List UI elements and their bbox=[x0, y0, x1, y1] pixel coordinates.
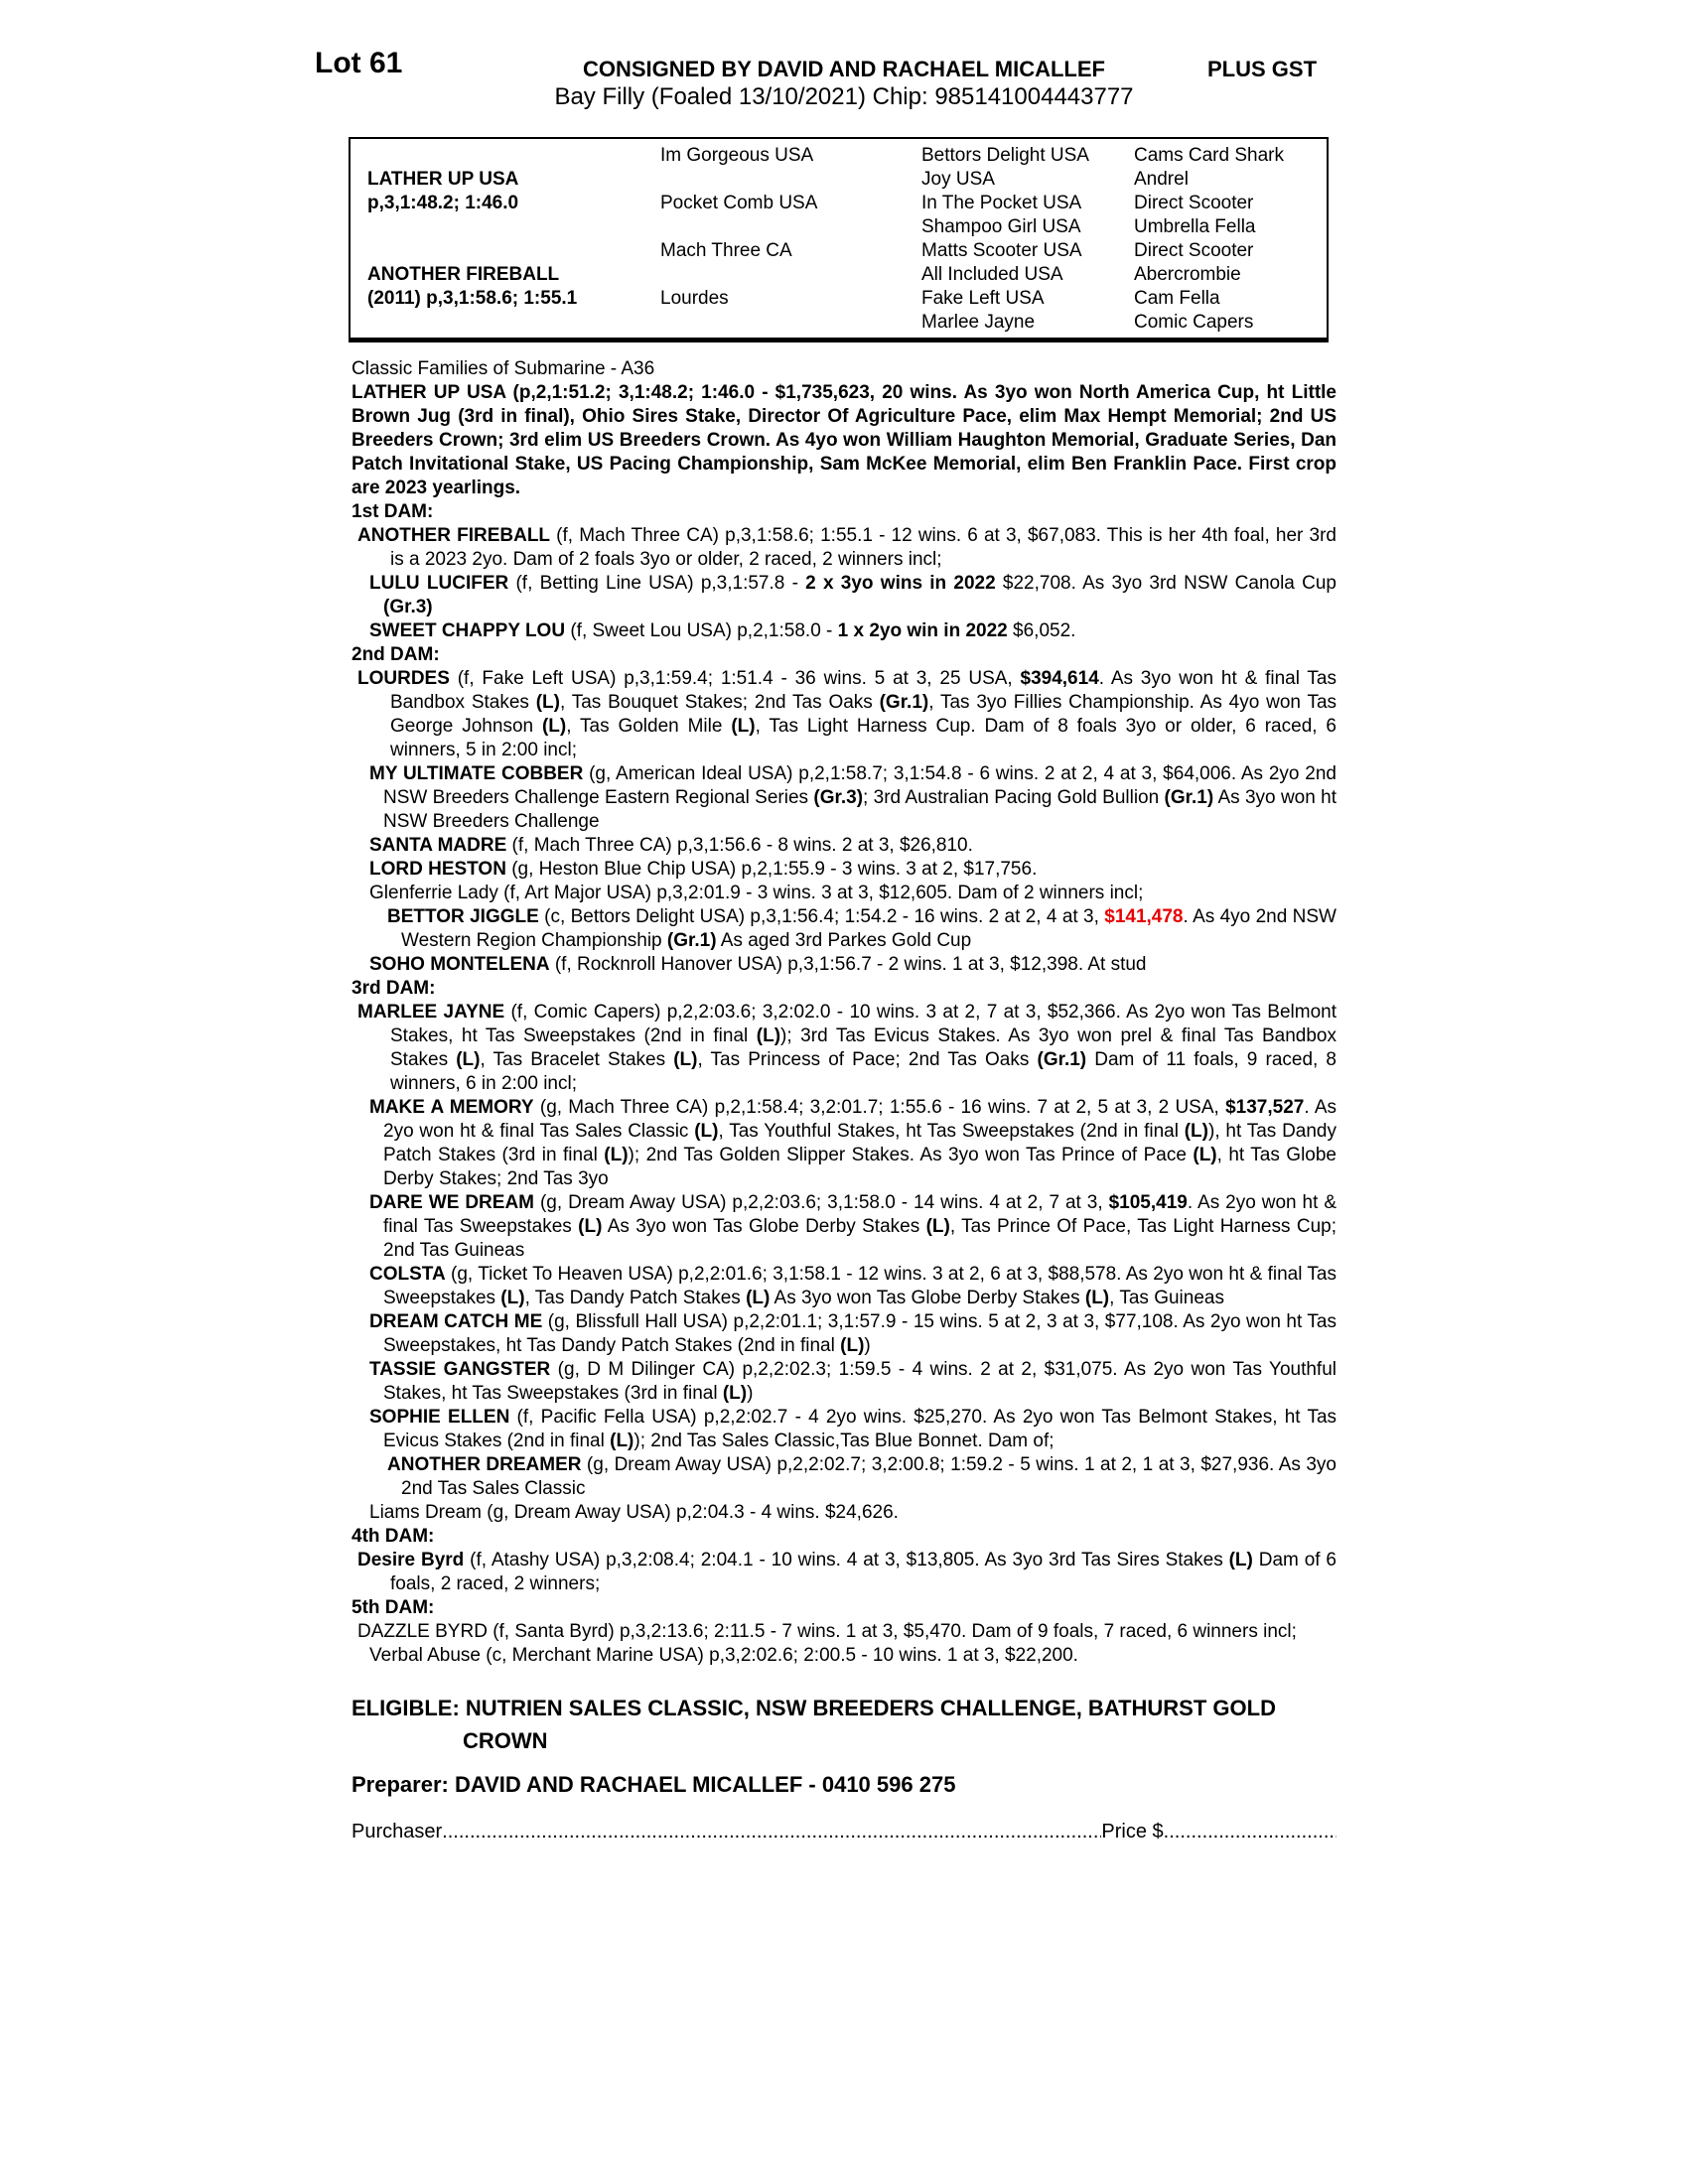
pedigree-cell: Comic Capers bbox=[1134, 312, 1254, 333]
pedigree-cell: p,3,1:48.2; 1:46.0 bbox=[367, 193, 519, 213]
pedigree-cell bbox=[660, 311, 921, 335]
dam-entry: DREAM CATCH ME (g, Blissfull Hall USA) p… bbox=[369, 1311, 1336, 1356]
dam-entry: Desire Byrd (f, Atashy USA) p,3,2:08.4; … bbox=[357, 1550, 1336, 1594]
pedigree-cell bbox=[660, 263, 921, 287]
pedigree-cell: In The Pocket USA bbox=[921, 193, 1082, 213]
dam-entry: COLSTA (g, Ticket To Heaven USA) p,2,2:0… bbox=[369, 1264, 1336, 1308]
lot-number: Lot 61 bbox=[315, 47, 403, 79]
dam-entry: ANOTHER DREAMER (g, Dream Away USA) p,2,… bbox=[387, 1454, 1336, 1499]
pedigree-cell: Cams Card Shark bbox=[1134, 145, 1284, 166]
dam-entry: TASSIE GANGSTER (g, D M Dilinger CA) p,2… bbox=[369, 1359, 1336, 1404]
classic-families-line: Classic Families of Submarine - A36 bbox=[352, 358, 655, 379]
pedigree-cell: Bettors Delight USA bbox=[921, 145, 1089, 166]
dam-entry: MAKE A MEMORY (g, Mach Three CA) p,2,1:5… bbox=[369, 1097, 1336, 1189]
consigned-heading: CONSIGNED BY DAVID AND RACHAEL MICALLEF bbox=[583, 57, 1105, 81]
pedigree-cell: Direct Scooter bbox=[1134, 240, 1254, 261]
pedigree-table: Im Gorgeous USA Bettors Delight USA Cams C… bbox=[351, 139, 1327, 335]
dotted-leader: ........................................… bbox=[442, 1821, 1101, 1843]
purchaser-label: Purchaser bbox=[352, 1821, 443, 1843]
pedigree-cell: Direct Scooter bbox=[1134, 193, 1254, 213]
pedigree-cell: Abercrombie bbox=[1134, 264, 1241, 285]
section-heading-4th-dam: 4th DAM: bbox=[352, 1526, 435, 1547]
pedigree-box: Im Gorgeous USA Bettors Delight USA Cams C… bbox=[349, 137, 1329, 342]
pedigree-cell: Cam Fella bbox=[1134, 288, 1220, 309]
pedigree-cell: Mach Three CA bbox=[660, 240, 792, 261]
pedigree-cell: All Included USA bbox=[921, 264, 1063, 285]
section-heading-5th-dam: 5th DAM: bbox=[352, 1597, 435, 1618]
pedigree-cell: Lourdes bbox=[660, 288, 729, 309]
dam-entry: Liams Dream (g, Dream Away USA) p,2:04.3… bbox=[369, 1502, 899, 1523]
dam-entry: SOHO MONTELENA (f, Rocknroll Hanover USA… bbox=[369, 954, 1147, 975]
sire-summary-paragraph: LATHER UP USA (p,2,1:51.2; 3,1:48.2; 1:4… bbox=[352, 382, 1336, 498]
plus-gst-label: PLUS GST bbox=[1207, 57, 1318, 81]
preparer-line: Preparer: DAVID AND RACHAEL MICALLEF - 0… bbox=[352, 1772, 956, 1797]
price-label: Price $ bbox=[1101, 1821, 1164, 1843]
eligible-note: ELIGIBLE: NUTRIEN SALES CLASSIC, NSW BRE… bbox=[352, 1696, 1276, 1753]
pedigree-cell bbox=[351, 144, 660, 168]
pedigree-cell bbox=[351, 239, 660, 263]
pedigree-cell: Marlee Jayne bbox=[921, 312, 1036, 333]
dam-entry: BETTOR JIGGLE (c, Bettors Delight USA) p… bbox=[387, 906, 1336, 951]
pedigree-cell: Shampoo Girl USA bbox=[921, 216, 1081, 237]
section-heading-1st-dam: 1st DAM: bbox=[352, 501, 434, 522]
pedigree-cell: (2011) p,3,1:58.6; 1:55.1 bbox=[367, 288, 578, 309]
dam-entry: MY ULTIMATE COBBER (g, American Ideal US… bbox=[369, 763, 1336, 832]
pedigree-cell: Pocket Comb USA bbox=[660, 193, 818, 213]
pedigree-cell: Joy USA bbox=[921, 169, 995, 190]
dotted-leader: ........................................… bbox=[1163, 1821, 1336, 1843]
dam-entry: LORD HESTON (g, Heston Blue Chip USA) p,… bbox=[369, 859, 1038, 880]
dam-entry: ANOTHER FIREBALL (f, Mach Three CA) p,3,… bbox=[357, 525, 1336, 570]
pedigree-cell: LATHER UP USA bbox=[367, 169, 519, 190]
dam-entry: DARE WE DREAM (g, Dream Away USA) p,2,2:… bbox=[369, 1192, 1337, 1261]
pedigree-cell bbox=[660, 215, 921, 239]
dam-entry: LULU LUCIFER (f, Betting Line USA) p,3,1… bbox=[369, 573, 1336, 617]
pedigree-cell: Umbrella Fella bbox=[1134, 216, 1256, 237]
body-text: Classic Families of Submarine - A36 LATHE… bbox=[352, 357, 1336, 1843]
purchaser-line: Purchaser...............................… bbox=[352, 1820, 1336, 1843]
dam-entry: SANTA MADRE (f, Mach Three CA) p,3,1:56.… bbox=[369, 835, 973, 856]
pedigree-cell: Andrel bbox=[1134, 169, 1189, 190]
pedigree-cell bbox=[660, 168, 921, 192]
pedigree-cell bbox=[351, 311, 660, 335]
foal-description: Bay Filly (Foaled 13/10/2021) Chip: 9851… bbox=[554, 83, 1134, 110]
pedigree-cell: Fake Left USA bbox=[921, 288, 1045, 309]
dam-entry: LOURDES (f, Fake Left USA) p,3,1:59.4; 1… bbox=[357, 668, 1337, 760]
pedigree-cell bbox=[351, 215, 660, 239]
dam-entry: Verbal Abuse (c, Merchant Marine USA) p,… bbox=[369, 1645, 1078, 1666]
dam-entry: SWEET CHAPPY LOU (f, Sweet Lou USA) p,2,… bbox=[369, 620, 1076, 641]
section-heading-3rd-dam: 3rd DAM: bbox=[352, 978, 436, 999]
pedigree-cell: Matts Scooter USA bbox=[921, 240, 1082, 261]
pedigree-cell: Im Gorgeous USA bbox=[660, 145, 814, 166]
pedigree-cell: ANOTHER FIREBALL bbox=[367, 264, 560, 285]
dam-entry: SOPHIE ELLEN (f, Pacific Fella USA) p,2,… bbox=[369, 1407, 1337, 1451]
section-heading-2nd-dam: 2nd DAM: bbox=[352, 644, 440, 665]
dam-entry: DAZZLE BYRD (f, Santa Byrd) p,3,2:13.6; … bbox=[357, 1621, 1297, 1642]
dam-entry: MARLEE JAYNE (f, Comic Capers) p,2,2:03.… bbox=[357, 1002, 1336, 1094]
dam-entry: Glenferrie Lady (f, Art Major USA) p,3,2… bbox=[369, 883, 1144, 903]
